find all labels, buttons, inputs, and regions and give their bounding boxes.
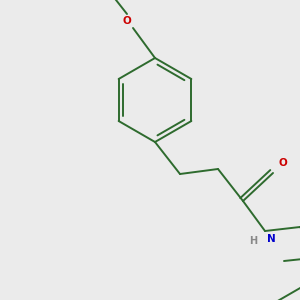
Text: N: N — [267, 234, 275, 244]
Text: O: O — [123, 16, 131, 26]
Text: O: O — [279, 158, 287, 168]
Text: H: H — [249, 236, 257, 246]
